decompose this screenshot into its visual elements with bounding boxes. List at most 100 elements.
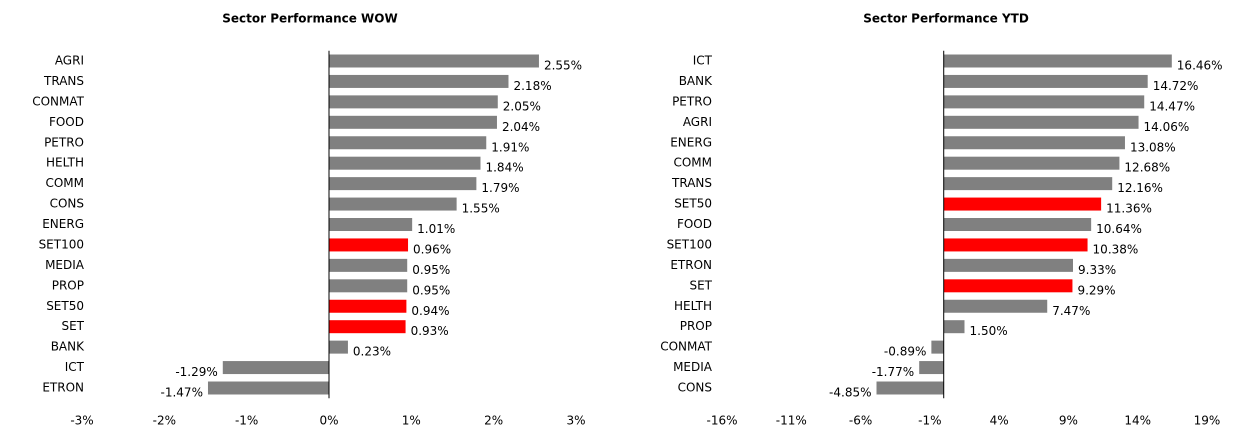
bar bbox=[329, 156, 481, 170]
value-label: 10.64% bbox=[1096, 222, 1142, 236]
x-tick-label: 2% bbox=[484, 414, 503, 428]
value-label: -4.85% bbox=[829, 386, 871, 400]
value-label: -1.77% bbox=[872, 365, 914, 379]
bar bbox=[943, 156, 1120, 170]
bar bbox=[943, 177, 1113, 191]
x-tick-label: 9% bbox=[1059, 414, 1078, 428]
category-label: MEDIA bbox=[45, 258, 85, 272]
bar bbox=[329, 136, 487, 150]
category-label: BANK bbox=[679, 74, 713, 88]
category-label: AGRI bbox=[55, 54, 84, 68]
value-label: 1.84% bbox=[485, 161, 523, 175]
value-label: -1.29% bbox=[175, 365, 217, 379]
bar bbox=[943, 136, 1125, 150]
bar bbox=[943, 320, 965, 334]
category-label: ICT bbox=[65, 360, 85, 374]
value-label: -1.47% bbox=[161, 386, 203, 400]
value-label: 0.95% bbox=[412, 283, 450, 297]
bar bbox=[931, 340, 944, 354]
bar bbox=[943, 218, 1092, 231]
category-label: ENERG bbox=[42, 217, 84, 231]
category-label: SET100 bbox=[39, 237, 84, 251]
value-label: 2.55% bbox=[544, 59, 582, 73]
category-label: TRANS bbox=[671, 176, 712, 190]
category-label: SET bbox=[689, 278, 712, 292]
value-label: 0.95% bbox=[412, 263, 450, 277]
value-label: 12.16% bbox=[1117, 181, 1163, 195]
category-label: COMM bbox=[45, 176, 84, 190]
bar bbox=[943, 279, 1073, 293]
category-label: SET50 bbox=[46, 299, 84, 313]
bar bbox=[329, 95, 498, 109]
category-label: COMM bbox=[673, 156, 712, 170]
category-label: PROP bbox=[680, 319, 712, 333]
bar bbox=[329, 74, 509, 88]
value-label: 2.18% bbox=[513, 79, 551, 93]
value-label: 0.93% bbox=[411, 324, 449, 338]
bar bbox=[943, 54, 1172, 68]
bar bbox=[329, 299, 407, 313]
value-label: 14.47% bbox=[1149, 99, 1195, 113]
category-label: HELTH bbox=[674, 299, 712, 313]
bar bbox=[329, 258, 408, 272]
bar bbox=[943, 197, 1102, 211]
value-label: 1.79% bbox=[481, 181, 519, 195]
x-tick-label: -1% bbox=[918, 414, 941, 428]
value-label: 1.55% bbox=[462, 202, 500, 216]
bar bbox=[943, 95, 1145, 109]
value-label: 2.05% bbox=[503, 99, 541, 113]
bar bbox=[876, 381, 944, 395]
x-tick-label: -3% bbox=[70, 414, 93, 428]
value-label: 1.91% bbox=[491, 140, 529, 154]
x-tick-label: 3% bbox=[566, 414, 585, 428]
value-label: 14.06% bbox=[1144, 120, 1190, 134]
bar bbox=[329, 197, 457, 211]
x-tick-label: -16% bbox=[706, 414, 737, 428]
x-tick-label: -6% bbox=[849, 414, 872, 428]
category-label: PROP bbox=[52, 278, 84, 292]
category-label: CONMAT bbox=[32, 94, 84, 108]
chart-title: Sector Performance WOW bbox=[222, 12, 397, 26]
bar bbox=[943, 115, 1139, 129]
category-label: CONS bbox=[50, 197, 84, 211]
category-label: ETRON bbox=[42, 381, 84, 395]
value-label: 1.01% bbox=[417, 222, 455, 236]
bar bbox=[943, 74, 1148, 88]
category-label: TRANS bbox=[43, 74, 84, 88]
value-label: 16.46% bbox=[1177, 59, 1223, 73]
value-label: 12.68% bbox=[1124, 161, 1170, 175]
value-label: 9.33% bbox=[1078, 263, 1116, 277]
value-label: 13.08% bbox=[1130, 140, 1176, 154]
category-label: FOOD bbox=[677, 217, 712, 231]
bar bbox=[329, 279, 408, 293]
x-tick-label: 14% bbox=[1124, 414, 1151, 428]
bar bbox=[207, 381, 329, 395]
value-label: 9.29% bbox=[1077, 283, 1115, 297]
value-label: 11.36% bbox=[1106, 202, 1152, 216]
bar bbox=[329, 218, 413, 231]
category-label: CONS bbox=[678, 381, 712, 395]
category-label: MEDIA bbox=[673, 360, 713, 374]
category-label: PETRO bbox=[44, 135, 84, 149]
category-label: FOOD bbox=[49, 115, 84, 129]
x-tick-label: 4% bbox=[990, 414, 1009, 428]
category-label: HELTH bbox=[46, 156, 84, 170]
bar bbox=[329, 340, 348, 354]
bar bbox=[329, 115, 497, 129]
category-label: CONMAT bbox=[660, 340, 712, 354]
value-label: 7.47% bbox=[1052, 304, 1090, 318]
value-label: -0.89% bbox=[884, 345, 926, 359]
bar bbox=[329, 54, 539, 68]
x-tick-label: -11% bbox=[776, 414, 807, 428]
value-label: 1.50% bbox=[970, 324, 1008, 338]
bar bbox=[329, 177, 477, 191]
bar bbox=[222, 361, 329, 375]
x-tick-label: -2% bbox=[153, 414, 176, 428]
chart-title: Sector Performance YTD bbox=[863, 12, 1029, 26]
value-label: 2.04% bbox=[502, 120, 540, 134]
bar bbox=[919, 361, 944, 375]
category-label: ETRON bbox=[670, 258, 712, 272]
value-label: 10.38% bbox=[1093, 242, 1139, 256]
category-label: ENERG bbox=[670, 135, 712, 149]
